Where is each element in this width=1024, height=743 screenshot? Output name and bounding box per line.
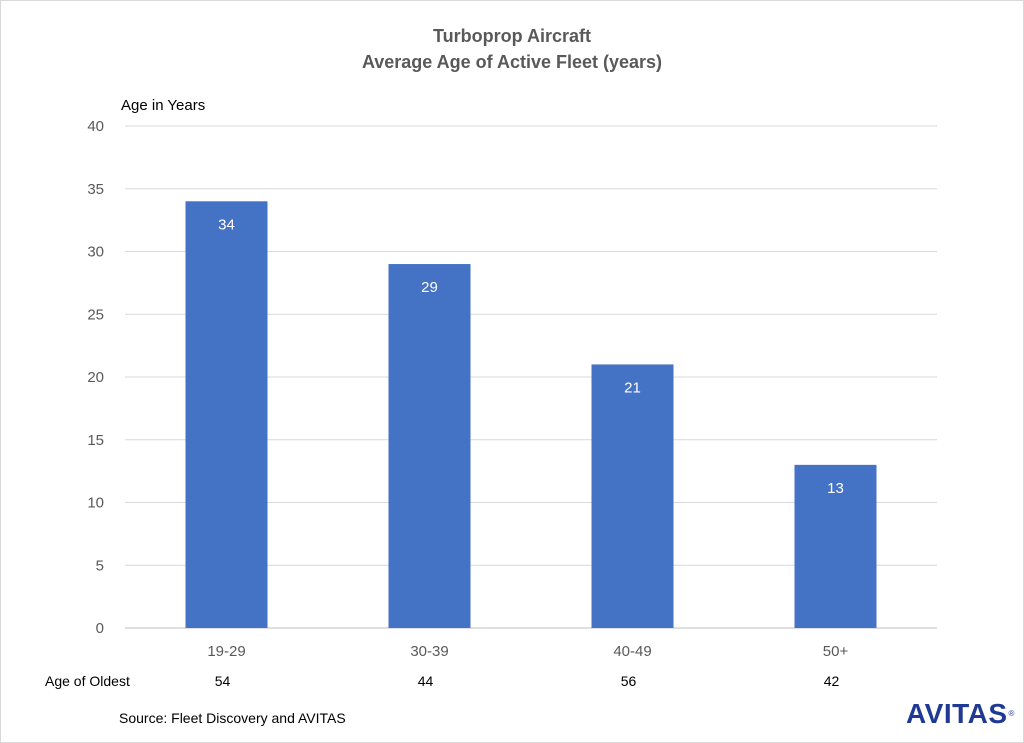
age-of-oldest-value: 54: [215, 673, 231, 689]
age-of-oldest-label: Age of Oldest: [45, 673, 130, 689]
bar-value-label: 34: [218, 216, 235, 233]
y-tick-label: 40: [87, 118, 104, 135]
y-tick-label: 35: [87, 181, 104, 198]
x-category-label: 30-39: [410, 643, 448, 660]
y-tick-label: 5: [96, 557, 104, 574]
x-axis-categories: 19-29 30-39 40-49 50+: [207, 643, 848, 660]
source-text: Source: Fleet Discovery and AVITAS: [119, 710, 346, 726]
y-tick-label: 25: [87, 306, 104, 323]
x-category-label: 19-29: [207, 643, 245, 660]
logo-text: AVITAS: [906, 698, 1008, 729]
x-category-label: 40-49: [613, 643, 651, 660]
y-tick-label: 10: [87, 495, 104, 512]
y-axis-label: Age in Years: [121, 97, 205, 114]
y-axis-ticks: 0 5 10 15 20 25 30 35 40: [87, 118, 104, 637]
registered-mark: ®: [1008, 709, 1015, 718]
y-tick-label: 15: [87, 432, 104, 449]
bar: [185, 201, 268, 629]
bar-value-label: 29: [421, 279, 438, 296]
bar-value-label: 13: [827, 480, 844, 497]
y-tick-label: 0: [96, 620, 104, 637]
age-of-oldest-value: 44: [418, 673, 434, 689]
chart-subtitle: Average Age of Active Fleet (years): [361, 52, 663, 72]
y-tick-label: 20: [87, 369, 104, 386]
age-of-oldest-value: 42: [824, 673, 840, 689]
chart-title: Turboprop Aircraft: [433, 26, 591, 46]
avitas-logo: AVITAS®: [906, 699, 1015, 729]
y-tick-label: 30: [87, 244, 104, 261]
bar: [591, 364, 674, 628]
age-of-oldest-value: 56: [621, 673, 637, 689]
bars: [185, 201, 877, 629]
age-of-oldest-row: 54 44 56 42: [215, 673, 840, 689]
bar: [794, 464, 877, 628]
bar-value-labels: 34 29 21 13: [218, 216, 844, 497]
x-category-label: 50+: [823, 643, 849, 660]
bar: [388, 264, 471, 628]
chart-title-block: Turboprop Aircraft Average Age of Active…: [1, 23, 1023, 75]
bar-value-label: 21: [624, 379, 641, 396]
